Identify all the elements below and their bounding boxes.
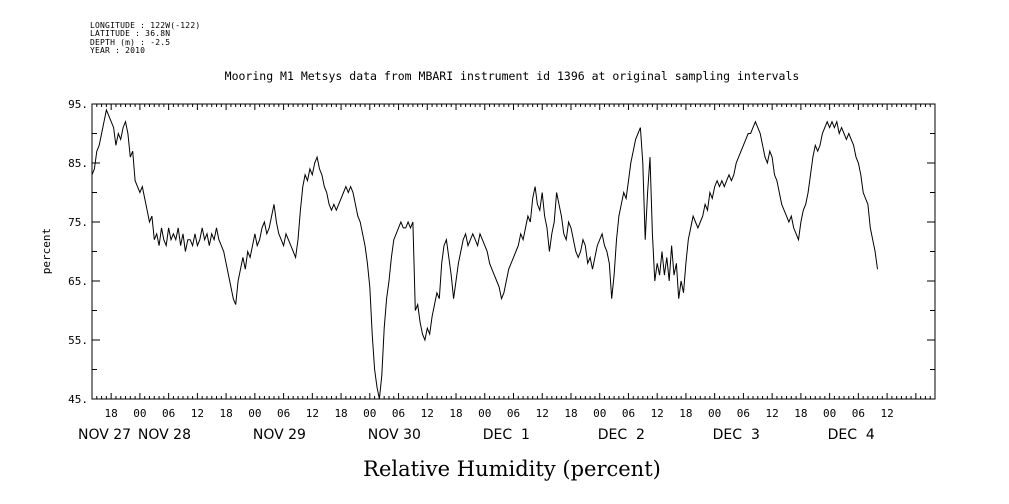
- x-hour-label: 00: [133, 407, 146, 420]
- x-hour-label: 00: [248, 407, 261, 420]
- x-hour-label: 12: [536, 407, 549, 420]
- metadata-depth: DEPTH (m) : -2.5: [90, 37, 171, 47]
- x-hour-label: 12: [766, 407, 779, 420]
- x-hour-label: 00: [708, 407, 721, 420]
- x-hour-label: 06: [507, 407, 520, 420]
- x-hour-label: 06: [277, 407, 290, 420]
- x-day-label: NOV 28: [138, 427, 191, 443]
- x-hour-label: 12: [191, 407, 204, 420]
- x-axis-label: Relative Humidity (percent): [363, 457, 661, 481]
- metadata-block: LONGITUDE : 122W(-122) LATITUDE : 36.8N …: [90, 21, 201, 56]
- x-hour-label: 18: [334, 407, 347, 420]
- x-day-label: NOV 30: [368, 427, 421, 443]
- x-hour-label: 06: [392, 407, 405, 420]
- x-hour-label: 18: [449, 407, 462, 420]
- x-tick-labels: 18 00 06 12 18 00 06 12 18 00 06 12 18 00 06 12 18 00 06 12…: [78, 407, 894, 443]
- y-tick-label: 85.: [68, 157, 88, 170]
- x-hour-label: 18: [564, 407, 577, 420]
- x-hour-label: 06: [162, 407, 175, 420]
- metadata-latitude: LATITUDE : 36.8N: [90, 29, 171, 39]
- x-hour-label: 12: [651, 407, 664, 420]
- x-day-label: NOV 29: [253, 427, 306, 443]
- plot-frame: [91, 103, 936, 400]
- x-day-label: DEC 4: [828, 427, 875, 443]
- axis-ticks: [91, 103, 936, 400]
- metadata-year: YEAR : 2010: [90, 46, 146, 56]
- y-tick-label: 55.: [68, 334, 88, 347]
- humidity-series-line: [91, 108, 878, 400]
- chart-title: Mooring M1 Metsys data from MBARI instru…: [225, 69, 800, 83]
- y-tick-label: 45.: [68, 393, 88, 406]
- x-hour-label: 18: [219, 407, 232, 420]
- x-day-label: DEC 2: [598, 427, 645, 443]
- x-hour-label: 06: [622, 407, 635, 420]
- x-hour-label: 00: [593, 407, 606, 420]
- x-hour-label: 06: [852, 407, 865, 420]
- metadata-longitude: LONGITUDE : 122W(-122): [90, 21, 201, 30]
- y-axis-label: percent: [40, 228, 53, 274]
- y-tick-label: 95.: [68, 98, 88, 111]
- y-tick-labels: 95. 85. 75. 65. 55. 45.: [68, 98, 88, 406]
- x-hour-label: 06: [737, 407, 750, 420]
- x-hour-label: 00: [478, 407, 491, 420]
- x-hour-label: 12: [880, 407, 893, 420]
- x-hour-label: 12: [306, 407, 319, 420]
- y-tick-label: 65.: [68, 275, 88, 288]
- x-day-label: NOV 27: [78, 427, 131, 443]
- x-day-label: DEC 3: [713, 427, 760, 443]
- x-hour-label: 00: [823, 407, 836, 420]
- y-tick-label: 75.: [68, 216, 88, 229]
- x-hour-label: 00: [363, 407, 376, 420]
- x-hour-label: 12: [421, 407, 434, 420]
- x-day-label: DEC 1: [483, 427, 530, 443]
- x-hour-label: 18: [679, 407, 692, 420]
- x-hour-label: 18: [105, 407, 118, 420]
- x-hour-label: 18: [794, 407, 807, 420]
